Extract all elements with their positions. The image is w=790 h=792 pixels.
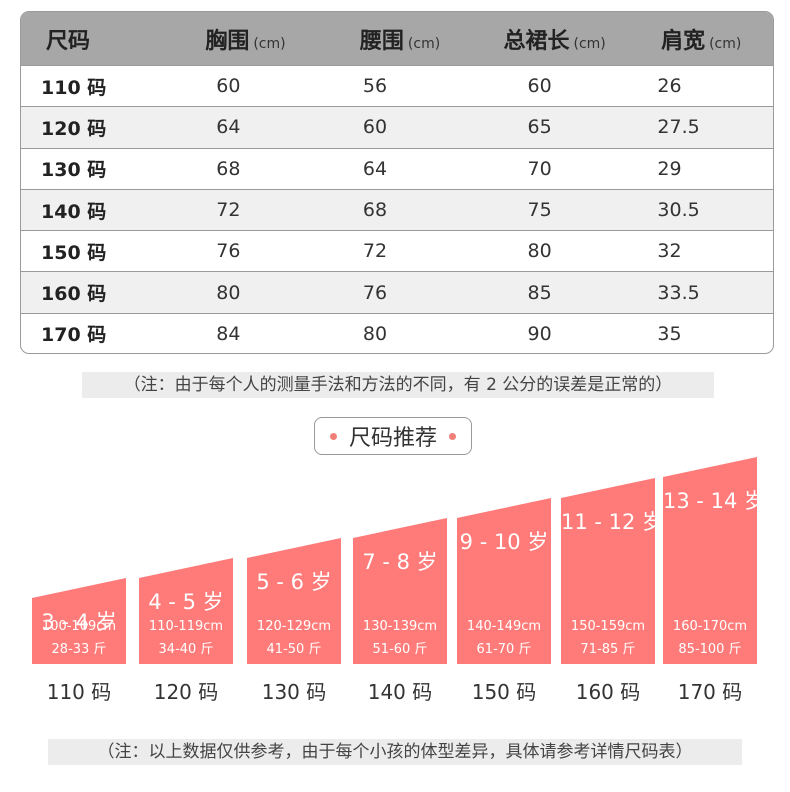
bar-weight: 71-85 斤 [580,642,636,657]
table-body: 110 码 60 56 60 26 120 码 64 60 65 27.5 130 码 68 64 70 2… [21,65,773,353]
cell-size: 170 码 [41,324,107,347]
cell-length: 75 [527,199,552,222]
bar-age: 7 - 8 岁 [362,550,438,574]
header-length: 总裙长 (cm) [503,28,606,54]
cell-length: 60 [527,75,552,98]
cell-chest: 60 [216,75,241,98]
cell-shoulder: 30.5 [657,199,700,222]
cell-chest: 80 [216,281,241,304]
bar-height: 100-109cm [41,619,117,634]
dot-left [329,432,337,440]
bar-size-label: 160 码 [575,680,641,704]
bar-weight: 85-100 斤 [678,642,742,657]
table-row: 110 码 60 56 60 26 [21,65,773,106]
bar-age: 9 - 10 岁 [459,530,549,554]
cell-size: 110 码 [41,76,107,99]
bar-weight: 51-60 斤 [372,642,428,657]
table-row: 160 码 80 76 85 33.5 [21,271,773,313]
cell-size: 160 码 [41,283,107,306]
bar-height: 120-129cm [256,619,332,634]
recommend-bar: 11 - 12 岁 150-159cm 71-85 斤 [561,478,655,664]
cell-chest: 84 [216,322,241,345]
bar-age: 13 - 14 岁 [663,489,766,513]
bar-weight: 41-50 斤 [266,642,322,657]
table-row: 150 码 76 72 80 32 [21,230,773,271]
bar-age: 11 - 12 岁 [561,510,664,534]
cell-size: 120 码 [41,117,107,140]
cell-waist: 68 [362,199,388,222]
dot-right [449,432,456,440]
cell-length: 85 [527,281,552,304]
cell-chest: 68 [216,157,241,180]
table-row: 140 码 72 68 75 30.5 [21,188,773,231]
cell-waist: 60 [362,116,388,139]
size-table: 尺码 胸围 (cm) 腰围 (cm) 总裙长 (cm) 肩宽 (cm) 110 码 60 5… [20,11,774,354]
recommend-bar: 3 - 4 岁 100-109cm 28-33 斤 [32,578,126,664]
header-waist: 腰围 (cm) [359,28,441,54]
bar-height: 110-119cm [148,619,224,634]
cell-length: 65 [527,116,552,139]
cell-waist: 56 [362,75,388,98]
cell-waist: 80 [362,322,388,345]
recommend-bar: 9 - 10 岁 140-149cm 61-70 斤 [457,498,551,664]
cell-shoulder: 27.5 [657,116,700,139]
bar-age: 4 - 5 岁 [148,590,224,614]
bar-size-label: 150 码 [471,680,537,704]
bar-size-label: 120 码 [153,680,219,704]
bar-weight: 28-33 斤 [51,642,107,657]
bar-weight: 61-70 斤 [476,642,532,657]
bar-size-label: 140 码 [367,680,433,704]
recommend-bar: 5 - 6 岁 120-129cm 41-50 斤 [247,538,341,664]
bar-weight: 34-40 斤 [158,642,214,657]
bar-height: 160-170cm [672,619,748,634]
note-bottom: （注：以上数据仅供参考，由于每个小孩的体型差异，具体请参考详情尺码表） [48,739,742,765]
note-top: （注：由于每个人的测量手法和方法的不同，有 2 公分的误差是正常的） [82,372,714,398]
recommend-title: 尺码推荐 [314,417,472,455]
bar-height: 150-159cm [570,619,646,634]
bar-size-label: 110 码 [46,680,112,704]
recommend-bar: 13 - 14 岁 160-170cm 85-100 斤 [663,457,757,664]
cell-shoulder: 32 [657,240,682,263]
header-chest: 胸围 (cm) [205,28,286,54]
recommend-title-text: 尺码推荐 [348,426,437,451]
cell-shoulder: 35 [657,322,682,345]
cell-waist: 72 [362,240,388,263]
bar-age: 5 - 6 岁 [256,570,332,594]
cell-length: 70 [527,157,552,180]
recommend-bar: 7 - 8 岁 130-139cm 51-60 斤 [353,518,447,664]
bar-age: 3 - 4 岁 [41,610,117,634]
recommend-bar: 4 - 5 岁 110-119cm 34-40 斤 [139,558,233,664]
cell-waist: 64 [362,157,388,180]
bar-height: 140-149cm [466,619,542,634]
cell-length: 80 [527,240,552,263]
table-row: 120 码 64 60 65 27.5 [21,106,773,148]
header-size: 尺码 [46,28,91,54]
cell-chest: 64 [216,116,241,139]
bar-size-label: 130 码 [261,680,327,704]
table-header: 尺码 胸围 (cm) 腰围 (cm) 总裙长 (cm) 肩宽 (cm) [21,12,773,65]
cell-size: 150 码 [41,241,107,264]
bar-size-label: 170 码 [677,680,743,704]
cell-waist: 76 [362,281,388,304]
cell-chest: 76 [216,240,241,263]
table-row: 130 码 68 64 70 29 [21,147,773,189]
cell-shoulder: 29 [657,157,682,180]
bar-height: 130-139cm [362,619,438,634]
cell-shoulder: 33.5 [657,281,700,304]
table-row: 170 码 84 80 90 35 [21,312,773,353]
header-shoulder: 肩宽 (cm) [661,28,742,54]
cell-size: 140 码 [41,200,107,223]
cell-length: 90 [527,322,552,345]
cell-size: 130 码 [41,159,107,182]
cell-chest: 72 [216,199,241,222]
cell-shoulder: 26 [657,75,682,98]
